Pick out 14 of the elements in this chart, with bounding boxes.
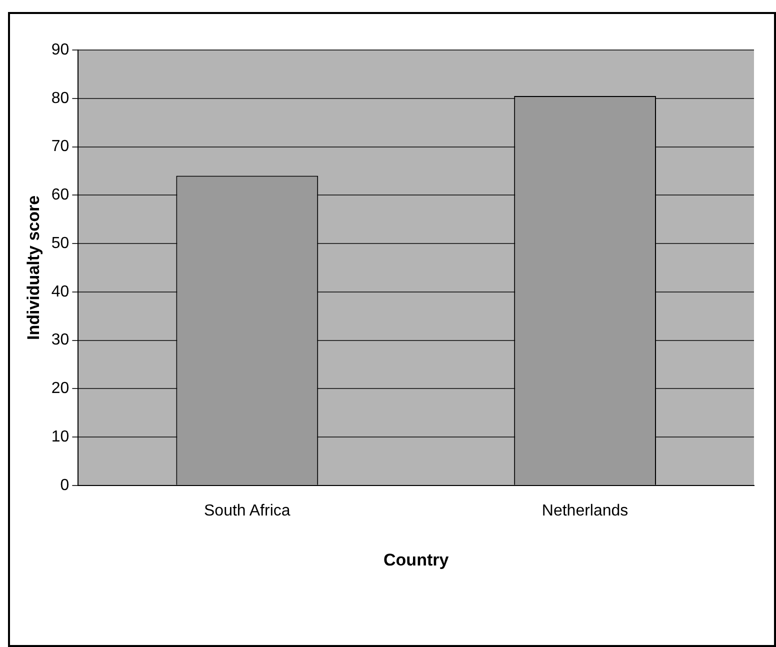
y-axis-title: Individualty score (24, 195, 43, 340)
y-tick-label: 80 (51, 90, 70, 107)
x-axis-title: Country (384, 550, 450, 570)
y-tick-label: 0 (60, 476, 70, 494)
y-tick-label: 20 (51, 380, 70, 398)
x-tick-label: South Africa (204, 502, 290, 520)
y-tick-label: 60 (51, 186, 70, 204)
x-tick-label: Netherlands (542, 502, 628, 520)
y-tick-label: 30 (51, 332, 70, 349)
y-tick-label: 90 (51, 41, 70, 58)
y-tick-label: 40 (51, 283, 70, 300)
y-tick-label: 70 (51, 138, 70, 156)
y-tick-label: 10 (51, 428, 70, 446)
y-tick-label: 50 (51, 234, 70, 252)
